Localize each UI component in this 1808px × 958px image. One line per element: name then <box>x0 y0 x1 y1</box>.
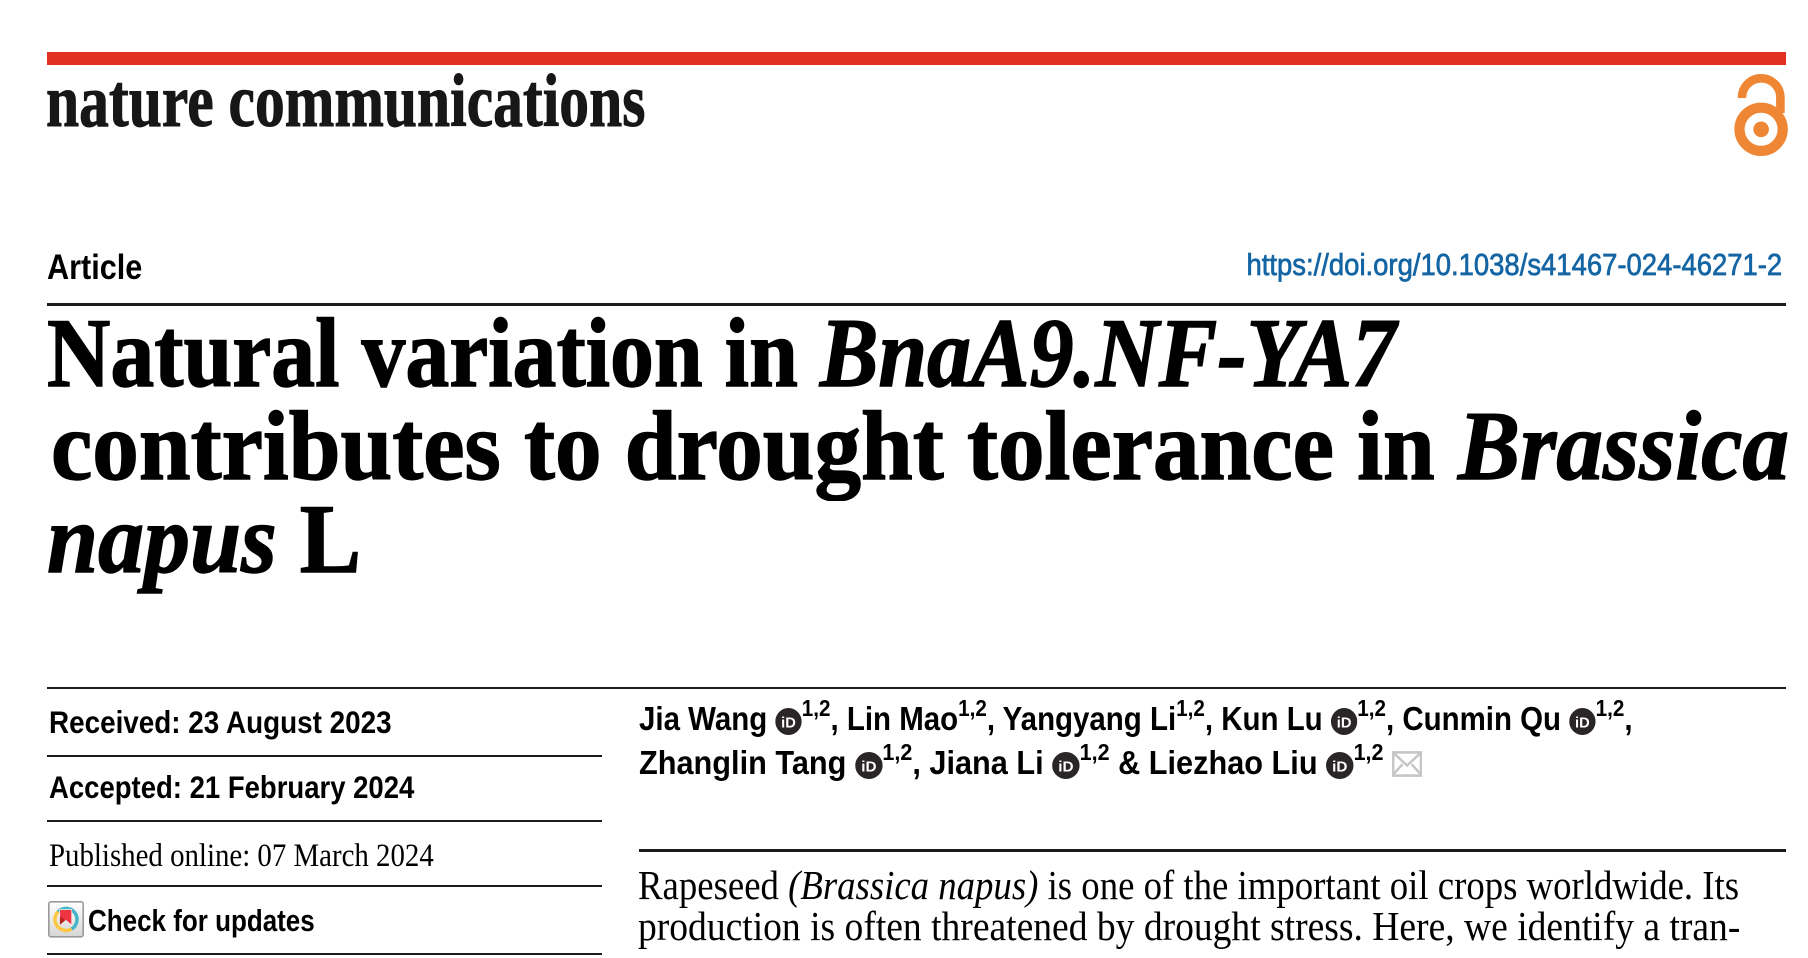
svg-text:iD: iD <box>1337 715 1352 731</box>
svg-text:iD: iD <box>781 715 796 731</box>
svg-text:iD: iD <box>861 758 876 775</box>
svg-text:iD: iD <box>1332 758 1347 775</box>
svg-text:iD: iD <box>1575 715 1590 731</box>
svg-text:iD: iD <box>1058 758 1073 775</box>
